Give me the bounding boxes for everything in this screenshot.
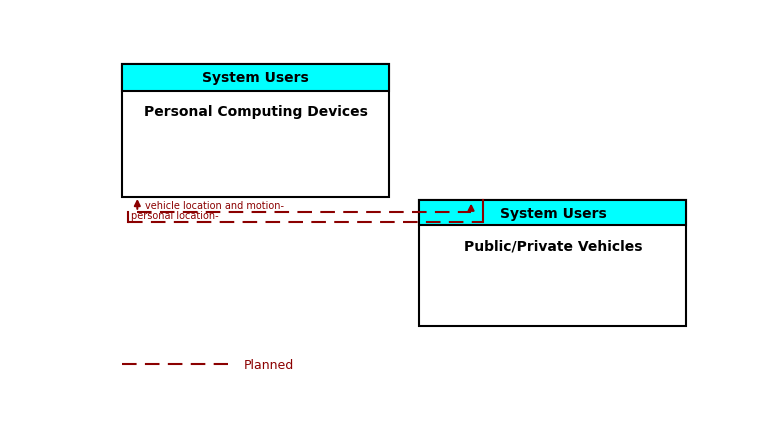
Text: personal location-: personal location- [132,210,219,220]
Bar [420,200,687,226]
Text: Personal Computing Devices: Personal Computing Devices [144,104,367,119]
Text: System Users: System Users [500,206,606,220]
Bar [122,65,389,91]
Text: Public/Private Vehicles: Public/Private Vehicles [464,239,642,253]
Text: System Users: System Users [202,71,309,85]
Bar [122,65,389,197]
Text: vehicle location and motion-: vehicle location and motion- [145,200,283,210]
Text: Planned: Planned [244,358,294,371]
Bar [420,200,687,326]
